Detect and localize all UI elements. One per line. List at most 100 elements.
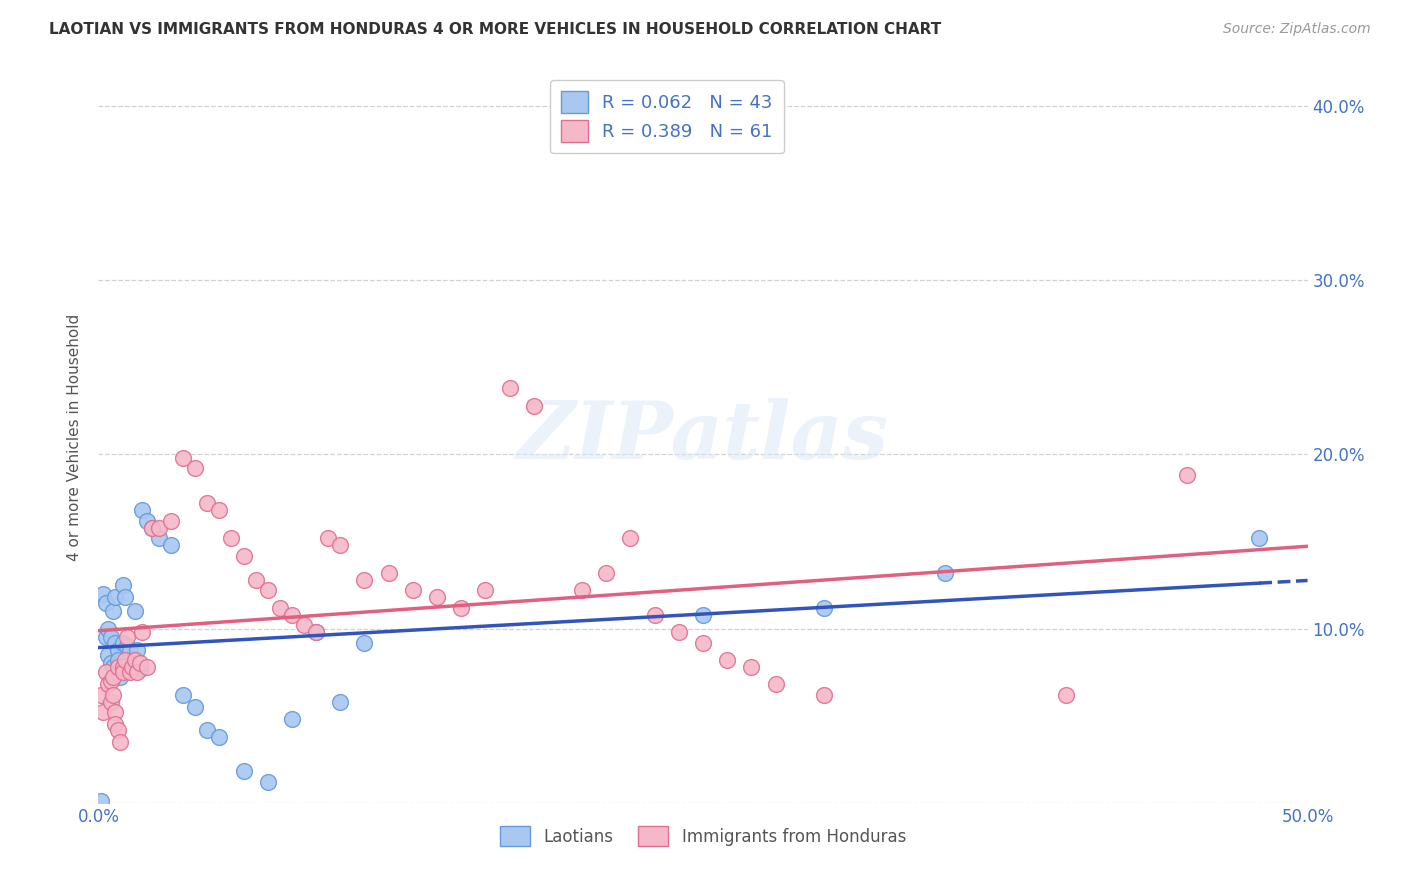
Point bbox=[107, 642, 129, 657]
Point bbox=[114, 653, 136, 667]
Point bbox=[124, 604, 146, 618]
Point bbox=[94, 595, 117, 609]
Point bbox=[740, 660, 762, 674]
Point bbox=[184, 700, 207, 714]
Point bbox=[101, 670, 124, 684]
Point bbox=[107, 660, 129, 674]
Point bbox=[108, 670, 131, 684]
Point bbox=[90, 794, 112, 808]
Point bbox=[692, 635, 714, 649]
Point bbox=[813, 600, 835, 615]
Point bbox=[135, 514, 157, 528]
Point bbox=[141, 521, 163, 535]
Point bbox=[100, 657, 122, 671]
Text: ZIPatlas: ZIPatlas bbox=[517, 399, 889, 475]
Point bbox=[117, 639, 139, 653]
Point bbox=[101, 604, 124, 618]
Point bbox=[91, 705, 114, 719]
Point bbox=[104, 591, 127, 605]
Point bbox=[329, 695, 352, 709]
Text: LAOTIAN VS IMMIGRANTS FROM HONDURAS 4 OR MORE VEHICLES IN HOUSEHOLD CORRELATION : LAOTIAN VS IMMIGRANTS FROM HONDURAS 4 OR… bbox=[49, 22, 942, 37]
Point bbox=[305, 625, 328, 640]
Point bbox=[571, 583, 593, 598]
Point bbox=[172, 450, 194, 465]
Point bbox=[619, 531, 641, 545]
Point bbox=[1249, 531, 1271, 545]
Point bbox=[114, 591, 136, 605]
Point bbox=[172, 688, 194, 702]
Point bbox=[353, 573, 375, 587]
Point bbox=[121, 660, 143, 674]
Point bbox=[101, 660, 124, 674]
Point bbox=[148, 531, 170, 545]
Text: Source: ZipAtlas.com: Source: ZipAtlas.com bbox=[1223, 22, 1371, 37]
Point bbox=[111, 665, 134, 680]
Point bbox=[292, 618, 315, 632]
Point bbox=[127, 665, 149, 680]
Point bbox=[221, 531, 243, 545]
Point bbox=[184, 461, 207, 475]
Point bbox=[111, 660, 134, 674]
Legend: Laotians, Immigrants from Honduras: Laotians, Immigrants from Honduras bbox=[494, 820, 912, 853]
Point bbox=[256, 775, 278, 789]
Point bbox=[107, 653, 129, 667]
Point bbox=[107, 723, 129, 737]
Point bbox=[716, 653, 738, 667]
Point bbox=[104, 717, 127, 731]
Point bbox=[97, 622, 120, 636]
Point bbox=[131, 503, 153, 517]
Point bbox=[135, 660, 157, 674]
Point bbox=[498, 381, 520, 395]
Point bbox=[813, 688, 835, 702]
Point bbox=[377, 566, 399, 580]
Point bbox=[124, 653, 146, 667]
Point bbox=[353, 635, 375, 649]
Point bbox=[329, 538, 352, 552]
Point bbox=[232, 549, 254, 563]
Point bbox=[127, 642, 149, 657]
Point bbox=[160, 514, 183, 528]
Point bbox=[195, 723, 218, 737]
Point bbox=[148, 521, 170, 535]
Point bbox=[97, 677, 120, 691]
Point bbox=[668, 625, 690, 640]
Point bbox=[402, 583, 425, 598]
Point bbox=[208, 503, 231, 517]
Point bbox=[765, 677, 787, 691]
Point bbox=[269, 600, 291, 615]
Point bbox=[100, 631, 122, 645]
Point bbox=[104, 705, 127, 719]
Point bbox=[692, 607, 714, 622]
Point bbox=[160, 538, 183, 552]
Point bbox=[111, 578, 134, 592]
Point bbox=[256, 583, 278, 598]
Point bbox=[131, 625, 153, 640]
Point bbox=[121, 653, 143, 667]
Point bbox=[208, 730, 231, 744]
Point bbox=[90, 688, 112, 702]
Point bbox=[97, 648, 120, 662]
Point bbox=[128, 662, 150, 676]
Point bbox=[91, 587, 114, 601]
Point bbox=[104, 635, 127, 649]
Point bbox=[934, 566, 956, 580]
Point bbox=[1175, 468, 1198, 483]
Point bbox=[245, 573, 267, 587]
Point bbox=[281, 607, 304, 622]
Point bbox=[281, 712, 304, 726]
Point bbox=[1054, 688, 1077, 702]
Point bbox=[195, 496, 218, 510]
Point bbox=[117, 631, 139, 645]
Point bbox=[94, 665, 117, 680]
Point bbox=[100, 673, 122, 688]
Point bbox=[232, 764, 254, 779]
Point bbox=[128, 657, 150, 671]
Point bbox=[474, 583, 496, 598]
Point bbox=[101, 688, 124, 702]
Point bbox=[523, 399, 546, 413]
Point bbox=[111, 635, 134, 649]
Y-axis label: 4 or more Vehicles in Household: 4 or more Vehicles in Household bbox=[67, 313, 83, 561]
Point bbox=[118, 644, 141, 658]
Point bbox=[644, 607, 666, 622]
Point bbox=[141, 521, 163, 535]
